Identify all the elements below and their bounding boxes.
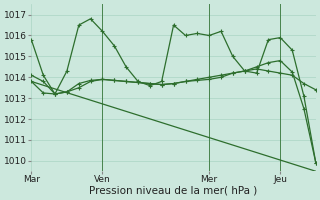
X-axis label: Pression niveau de la mer( hPa ): Pression niveau de la mer( hPa ) <box>90 186 258 196</box>
